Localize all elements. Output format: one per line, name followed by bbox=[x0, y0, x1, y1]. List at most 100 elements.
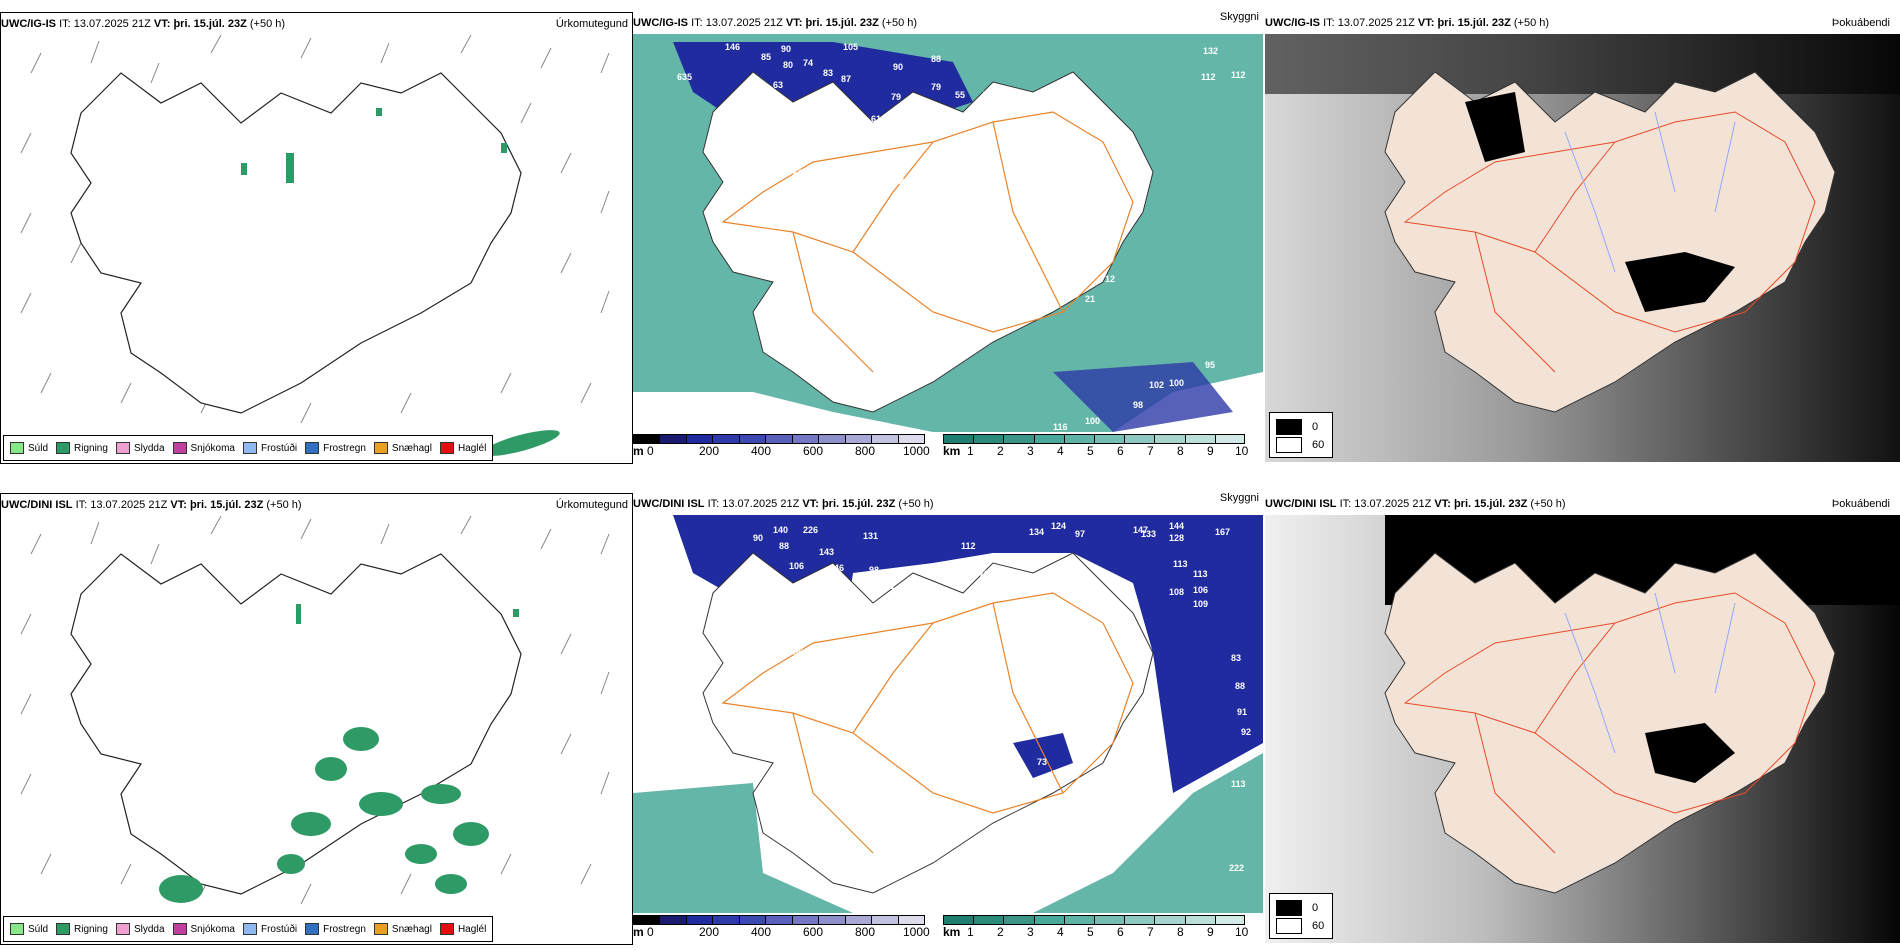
legend-item: Frostregn bbox=[305, 442, 366, 454]
vis-label: 83 bbox=[1231, 653, 1241, 663]
lead-time: (+50 h) bbox=[249, 18, 286, 30]
legend-item: Súld bbox=[10, 442, 48, 454]
tick-label: 6 bbox=[1117, 925, 1124, 939]
fog-index-map[interactable] bbox=[1265, 12, 1900, 462]
vis-label: 107 bbox=[861, 613, 876, 623]
tick-label: 3 bbox=[1027, 444, 1034, 458]
vis-label: 61 bbox=[871, 114, 881, 124]
tick-label: 0 bbox=[647, 925, 654, 939]
panel-title: Þokuábendi bbox=[1831, 498, 1890, 510]
vis-label: 76 bbox=[999, 571, 1009, 581]
vis-label: 112 bbox=[1201, 72, 1216, 82]
it-label: IT: bbox=[691, 17, 703, 29]
vt-label: VT: bbox=[785, 17, 803, 29]
vis-label: 100 bbox=[1085, 416, 1100, 426]
vis-label: 124 bbox=[1051, 521, 1066, 531]
legend-label: Rigning bbox=[74, 442, 108, 454]
vis-label: 90 bbox=[803, 238, 813, 248]
vis-label: 106 bbox=[1193, 585, 1208, 595]
tick-label: 5 bbox=[1087, 444, 1094, 458]
panel-title: Úrkomutegund bbox=[555, 499, 628, 511]
vis-label: 147 bbox=[835, 579, 850, 589]
vis-label: 98 bbox=[1133, 400, 1143, 410]
init-time: 13.07.2025 21Z bbox=[722, 498, 800, 510]
tick-label: 10 bbox=[1235, 444, 1249, 458]
it-label: IT: bbox=[707, 498, 720, 510]
precip-map[interactable] bbox=[1, 13, 632, 463]
legend-item: Snæhagl bbox=[373, 442, 432, 454]
iceland-land bbox=[702, 552, 1154, 894]
tick-label: 1000 bbox=[903, 444, 930, 458]
vt-label: VT: bbox=[1417, 17, 1435, 29]
vis-label: 66 bbox=[793, 168, 803, 178]
vis-label: 95 bbox=[1005, 585, 1015, 595]
vis-label: 89 bbox=[989, 290, 999, 300]
vis-label: 70 bbox=[983, 90, 993, 100]
road-network bbox=[721, 111, 1134, 373]
vis-label: 146 bbox=[725, 42, 740, 52]
init-time: 13.07.2025 21Z bbox=[90, 499, 168, 511]
colorbar-scale bbox=[943, 915, 1245, 925]
vis-label: 99 bbox=[839, 128, 849, 138]
visibility-map[interactable]: 146 85 90 105 90 88 132 112 112 635 80 7… bbox=[633, 12, 1263, 462]
legend-label: 0 bbox=[1312, 902, 1319, 914]
valid-time: þri. 15.júl. 23Z bbox=[805, 17, 879, 29]
tick-label: 400 bbox=[751, 925, 772, 939]
legend-swatch bbox=[56, 442, 71, 454]
vt-label: VT: bbox=[153, 18, 171, 30]
precip-type-panel-row2: UWC/DINI ISL IT: 13.07.2025 21Z VT: þri.… bbox=[0, 493, 633, 945]
vis-label: 58 bbox=[783, 633, 793, 643]
visibility-colorbar: km 1 2 3 4 5 6 7 8 9 10 bbox=[943, 434, 1263, 460]
valid-time: þri. 15.júl. 23Z bbox=[173, 18, 247, 30]
vis-label: 635 bbox=[677, 72, 692, 82]
visibility-labels: 146 85 90 105 90 88 132 112 112 635 80 7… bbox=[677, 42, 1254, 446]
rivers bbox=[1564, 592, 1736, 754]
init-time: 13.07.2025 21Z bbox=[1354, 498, 1432, 510]
vis-label: 55 bbox=[793, 647, 803, 657]
precip-map[interactable] bbox=[1, 494, 632, 944]
vis-label: 12 bbox=[1105, 274, 1115, 284]
legend-item: Snjókoma bbox=[172, 923, 235, 935]
panel-header: UWC/DINI ISL IT: 13.07.2025 21Z VT: þri.… bbox=[1265, 493, 1900, 515]
colorbar-scale bbox=[633, 434, 925, 444]
vis-label: 79 bbox=[891, 92, 901, 102]
sea-fog-area bbox=[633, 753, 1263, 913]
legend-item: Frostregn bbox=[305, 923, 366, 935]
vis-label: 113 bbox=[1173, 559, 1188, 569]
panel-header: UWC/IG-IS IT: 13.07.2025 21Z VT: þri. 15… bbox=[1265, 12, 1900, 34]
it-label: IT: bbox=[75, 499, 88, 511]
visibility-map[interactable]: 140 226 90 88 134 124 97 147 144 133 128… bbox=[633, 493, 1263, 943]
vis-label: 95 bbox=[1205, 360, 1215, 370]
rivers bbox=[1564, 111, 1736, 273]
legend-item: Haglél bbox=[439, 442, 487, 454]
legend-item: Haglél bbox=[439, 923, 486, 935]
tick-label: 1000 bbox=[903, 925, 930, 939]
panel-header: UWC/DINI ISL IT: 13.07.2025 21Z VT: þri.… bbox=[1, 494, 632, 516]
vis-label: 226 bbox=[803, 525, 818, 535]
vis-label: 88 bbox=[1235, 681, 1245, 691]
vis-label: 26 bbox=[899, 176, 909, 186]
fog-index-map[interactable] bbox=[1265, 493, 1900, 943]
vis-label: 109 bbox=[1193, 599, 1208, 609]
legend-label: Haglél bbox=[457, 442, 487, 454]
vis-label: 108 bbox=[789, 112, 804, 122]
colorbar-scale bbox=[943, 434, 1245, 444]
iceland-land bbox=[1384, 552, 1836, 894]
legend-label: Frostúði bbox=[260, 923, 298, 935]
tick-label: 2 bbox=[997, 925, 1004, 939]
legend-label: Súld bbox=[28, 923, 49, 935]
legend-label: 0 bbox=[1312, 421, 1319, 433]
legend-item: Slydda bbox=[115, 923, 165, 935]
colorbar-unit: m bbox=[633, 444, 644, 458]
panel-title: Þokuábendi bbox=[1831, 17, 1890, 29]
vis-label: 113 bbox=[1231, 779, 1246, 789]
vis-label: 222 bbox=[1229, 863, 1244, 873]
tick-label: 1 bbox=[967, 925, 974, 939]
legend-label: Rigning bbox=[74, 923, 108, 935]
panel-header: UWC/IG-IS IT: 13.07.2025 21Z VT: þri. 15… bbox=[633, 12, 1263, 34]
legend-item: Snæhagl bbox=[373, 923, 432, 935]
iceland-outline bbox=[70, 553, 522, 895]
vis-label: 59 bbox=[789, 697, 799, 707]
legend-swatch bbox=[172, 923, 187, 935]
vis-label: 100 bbox=[1169, 378, 1184, 388]
